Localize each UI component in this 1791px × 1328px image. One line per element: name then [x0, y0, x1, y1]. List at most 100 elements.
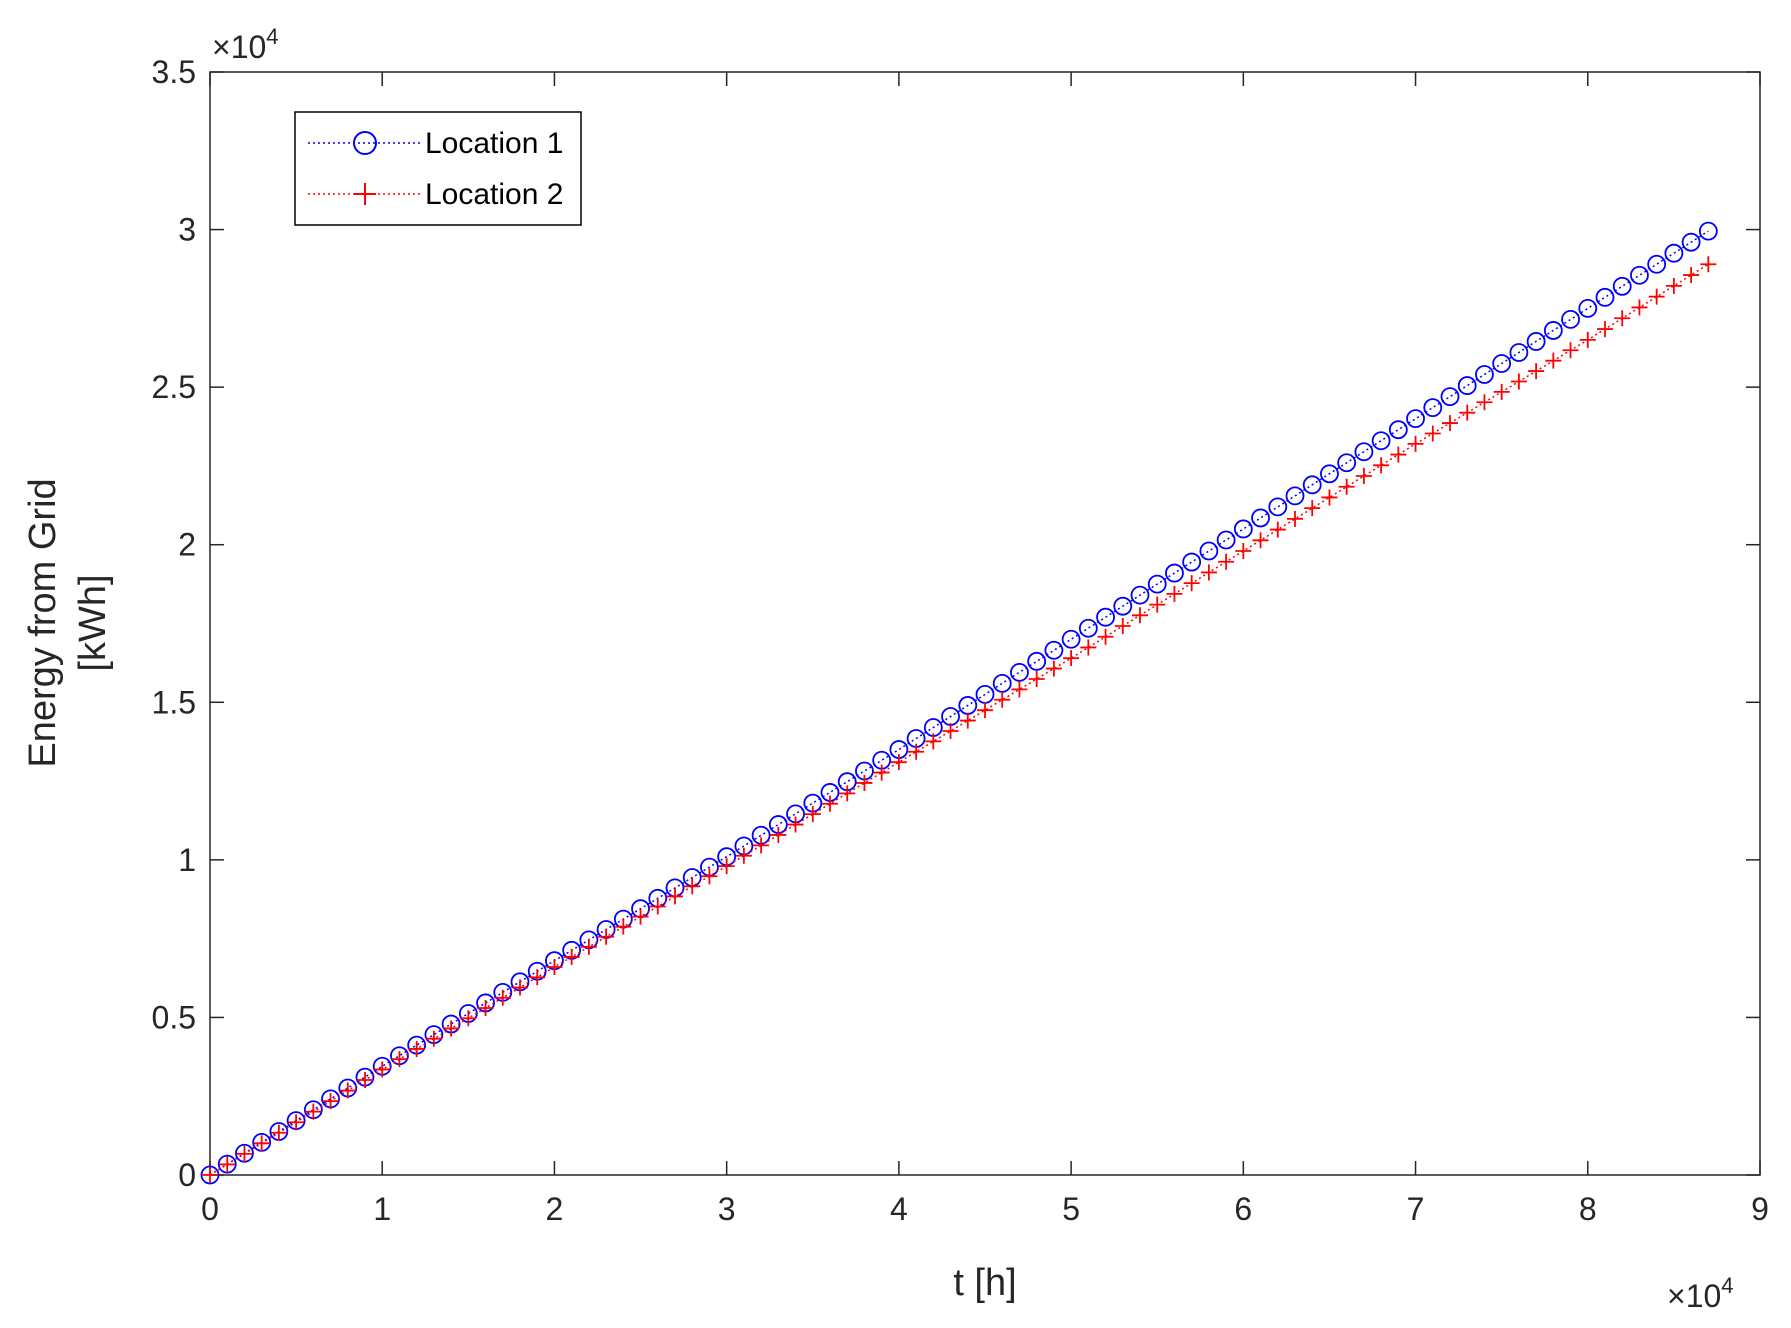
data-point-location-2	[253, 1135, 270, 1152]
data-point-location-2	[1459, 404, 1476, 421]
data-point-location-2	[305, 1103, 322, 1120]
legend-plus-marker-icon	[354, 183, 376, 205]
plot-area	[209, 71, 1761, 1176]
data-point-location-2	[839, 785, 856, 802]
data-point-location-2	[1321, 489, 1338, 506]
data-point-location-2	[942, 722, 959, 739]
data-point-location-1	[1302, 475, 1322, 495]
data-point-location-2	[288, 1114, 305, 1131]
data-point-location-2	[374, 1061, 391, 1078]
data-point-location-1	[1061, 629, 1081, 649]
data-point-location-2	[425, 1030, 442, 1047]
data-point-location-2	[684, 878, 701, 895]
data-point-location-2	[1631, 299, 1648, 316]
data-point-location-1	[1182, 552, 1202, 572]
y-axis-multiplier: ×104	[212, 24, 279, 65]
data-point-location-2	[1200, 564, 1217, 581]
data-point-location-1	[1199, 541, 1219, 561]
data-point-location-2	[408, 1040, 425, 1057]
data-point-location-1	[1147, 574, 1167, 594]
x-tick-label: 4	[890, 1191, 908, 1227]
data-point-location-1	[1285, 486, 1305, 506]
legend-box	[294, 111, 582, 226]
data-point-location-2	[391, 1051, 408, 1068]
data-point-location-2	[512, 979, 528, 996]
data-point-location-2	[1579, 331, 1596, 348]
data-point-location-1	[1630, 265, 1649, 285]
data-point-location-2	[460, 1010, 477, 1027]
data-point-location-2	[1648, 288, 1665, 305]
data-point-location-2	[753, 837, 770, 854]
axis-ticks	[209, 71, 1761, 1176]
data-point-location-1	[1320, 464, 1339, 484]
data-point-location-1	[1578, 298, 1598, 318]
data-point-location-2	[1493, 383, 1510, 400]
data-point-location-2	[1028, 670, 1045, 687]
data-point-location-2	[632, 908, 649, 925]
x-tick-label: 6	[1234, 1191, 1252, 1227]
axis-tick-labels: 0 1 2 3 4 5 6 7 8 9 0 0.5 1 1.5 2 2.5 3 3.5	[152, 54, 1769, 1227]
y-tick-label: 0.5	[152, 999, 196, 1035]
legend-entry-location-1: Location 1	[308, 127, 563, 160]
y-axis-label: Energy from Grid [kWh]	[22, 478, 114, 767]
x-tick-label: 3	[718, 1191, 736, 1227]
data-point-location-2	[529, 969, 546, 986]
series-location-1	[200, 221, 1718, 1185]
data-point-location-2	[1235, 543, 1252, 560]
data-point-location-2	[1545, 352, 1562, 369]
data-point-location-1	[1492, 354, 1512, 373]
data-point-location-2	[1114, 618, 1131, 635]
data-point-location-1	[1113, 596, 1133, 616]
x-axis-multiplier-base: ×10	[1667, 1278, 1721, 1314]
data-point-location-2	[1183, 575, 1200, 592]
x-tick-label: 8	[1579, 1191, 1597, 1227]
legend-label-location-1: Location 1	[425, 127, 563, 160]
data-point-location-2	[1097, 628, 1114, 645]
data-point-location-2	[443, 1020, 460, 1037]
data-point-location-1	[1509, 343, 1529, 362]
x-axis-multiplier-exponent: 4	[1721, 1273, 1733, 1298]
series-line-location-1	[209, 230, 1709, 1176]
data-point-location-2	[908, 743, 925, 760]
data-point-location-1	[1475, 365, 1494, 384]
data-point-location-2	[1373, 457, 1390, 474]
y-tick-label: 3.5	[152, 54, 196, 90]
x-tick-label: 7	[1407, 1191, 1425, 1227]
data-point-location-2	[1476, 394, 1493, 411]
data-point-location-1	[1010, 662, 1029, 682]
data-point-location-2	[546, 959, 563, 976]
data-point-location-1	[1130, 585, 1150, 605]
data-point-location-2	[1252, 532, 1269, 549]
data-point-location-1	[1251, 508, 1270, 528]
data-point-location-2	[959, 712, 976, 729]
series-line-location-2	[209, 263, 1709, 1176]
x-tick-label: 5	[1062, 1191, 1080, 1227]
data-point-location-2	[1424, 425, 1441, 442]
data-point-location-2	[718, 858, 735, 875]
data-point-location-2	[1063, 650, 1080, 667]
data-point-location-1	[1078, 618, 1098, 638]
data-point-location-1	[200, 1165, 220, 1185]
data-point-location-2	[580, 938, 597, 955]
data-point-location-2	[1683, 267, 1700, 284]
data-point-location-2	[770, 826, 787, 843]
data-point-location-2	[856, 774, 873, 791]
x-tick-label: 2	[546, 1191, 564, 1227]
data-point-location-2	[1614, 310, 1631, 327]
data-point-location-1	[1526, 332, 1546, 351]
x-axis-label: t [h]	[953, 1262, 1016, 1304]
data-point-location-1	[1233, 519, 1253, 539]
data-point-location-2	[994, 691, 1011, 708]
data-point-location-2	[270, 1124, 287, 1141]
data-point-location-2	[1080, 639, 1097, 656]
data-point-location-2	[1132, 607, 1148, 624]
data-point-location-1	[1681, 232, 1701, 252]
data-point-location-2	[598, 928, 615, 945]
data-point-location-1	[1543, 321, 1563, 340]
data-point-location-1	[1371, 431, 1391, 451]
data-point-location-2	[563, 948, 580, 965]
x-tick-label: 0	[201, 1191, 219, 1227]
y-axis-label-line-1: Energy from Grid	[22, 478, 64, 767]
data-point-location-2	[219, 1156, 236, 1173]
